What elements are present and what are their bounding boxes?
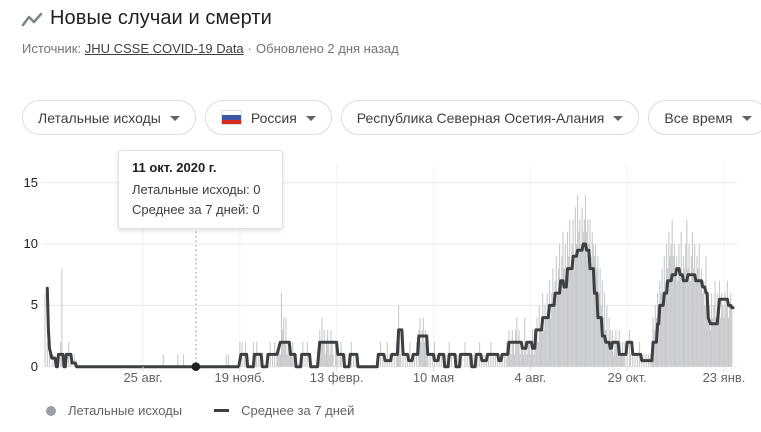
average-line xyxy=(45,242,735,369)
tooltip: 11 окт. 2020 г. Летальные исходы: 0 Сред… xyxy=(118,150,283,229)
tooltip-average-row: Среднее за 7 дней: 0 xyxy=(132,202,260,217)
source-prefix: Источник: xyxy=(22,41,82,56)
y-axis-label: 5 xyxy=(30,297,38,313)
region-dropdown[interactable]: Республика Северная Осетия-Алания xyxy=(340,100,640,135)
line-swatch-icon xyxy=(214,409,230,412)
bar-swatch-icon xyxy=(46,405,56,416)
x-axis-label: 19 нояб. xyxy=(214,370,266,385)
region-dropdown-label: Республика Северная Осетия-Алания xyxy=(356,109,605,126)
deaths-chart[interactable] xyxy=(0,150,761,395)
source-updated: Обновлено 2 дня назад xyxy=(256,41,399,56)
metric-dropdown[interactable]: Летальные исходы xyxy=(22,100,196,135)
russia-flag-icon xyxy=(220,110,242,125)
x-axis-label: 23 янв. xyxy=(702,370,746,385)
legend-deaths-label: Летальные исходы xyxy=(68,403,183,418)
trend-line-icon xyxy=(21,12,43,27)
tooltip-date: 11 окт. 2020 г. xyxy=(132,160,217,175)
y-axis-label: 0 xyxy=(30,358,38,374)
chart-legend: Летальные исходы Среднее за 7 дней xyxy=(46,403,354,418)
legend-average-label: Среднее за 7 дней xyxy=(241,403,355,418)
chevron-down-icon xyxy=(169,115,180,121)
source-row: Источник: JHU CSSE COVID-19 Data · Обновле… xyxy=(22,41,399,56)
x-axis-label: 29 окт. xyxy=(607,370,647,385)
page-title: Новые случаи и смерти xyxy=(50,7,272,29)
chevron-down-icon xyxy=(613,115,624,121)
selected-point-dot[interactable] xyxy=(191,362,201,371)
filter-bar: Летальные исходы Россия Республика Север… xyxy=(22,100,761,135)
x-axis-label: 13 февр. xyxy=(309,370,364,385)
y-axis-label: 10 xyxy=(23,236,38,252)
country-dropdown-label: Россия xyxy=(250,109,297,126)
time-range-dropdown-label: Все время xyxy=(664,109,733,126)
legend-item-average: Среднее за 7 дней xyxy=(214,403,354,418)
x-axis-label: 4 авг. xyxy=(514,370,547,385)
chevron-down-icon xyxy=(305,115,316,121)
chevron-down-icon xyxy=(741,115,752,121)
country-dropdown[interactable]: Россия xyxy=(204,100,332,135)
legend-item-deaths: Летальные исходы xyxy=(46,403,182,418)
source-link[interactable]: JHU CSSE COVID-19 Data xyxy=(84,41,244,56)
tooltip-deaths-row: Летальные исходы: 0 xyxy=(132,182,261,197)
x-axis-label: 10 мая xyxy=(412,370,455,385)
y-axis-label: 15 xyxy=(23,174,38,190)
x-axis-label: 25 авг. xyxy=(123,370,163,385)
metric-dropdown-label: Летальные исходы xyxy=(38,109,161,126)
source-separator: · xyxy=(247,41,253,56)
time-range-dropdown[interactable]: Все время xyxy=(648,100,761,135)
